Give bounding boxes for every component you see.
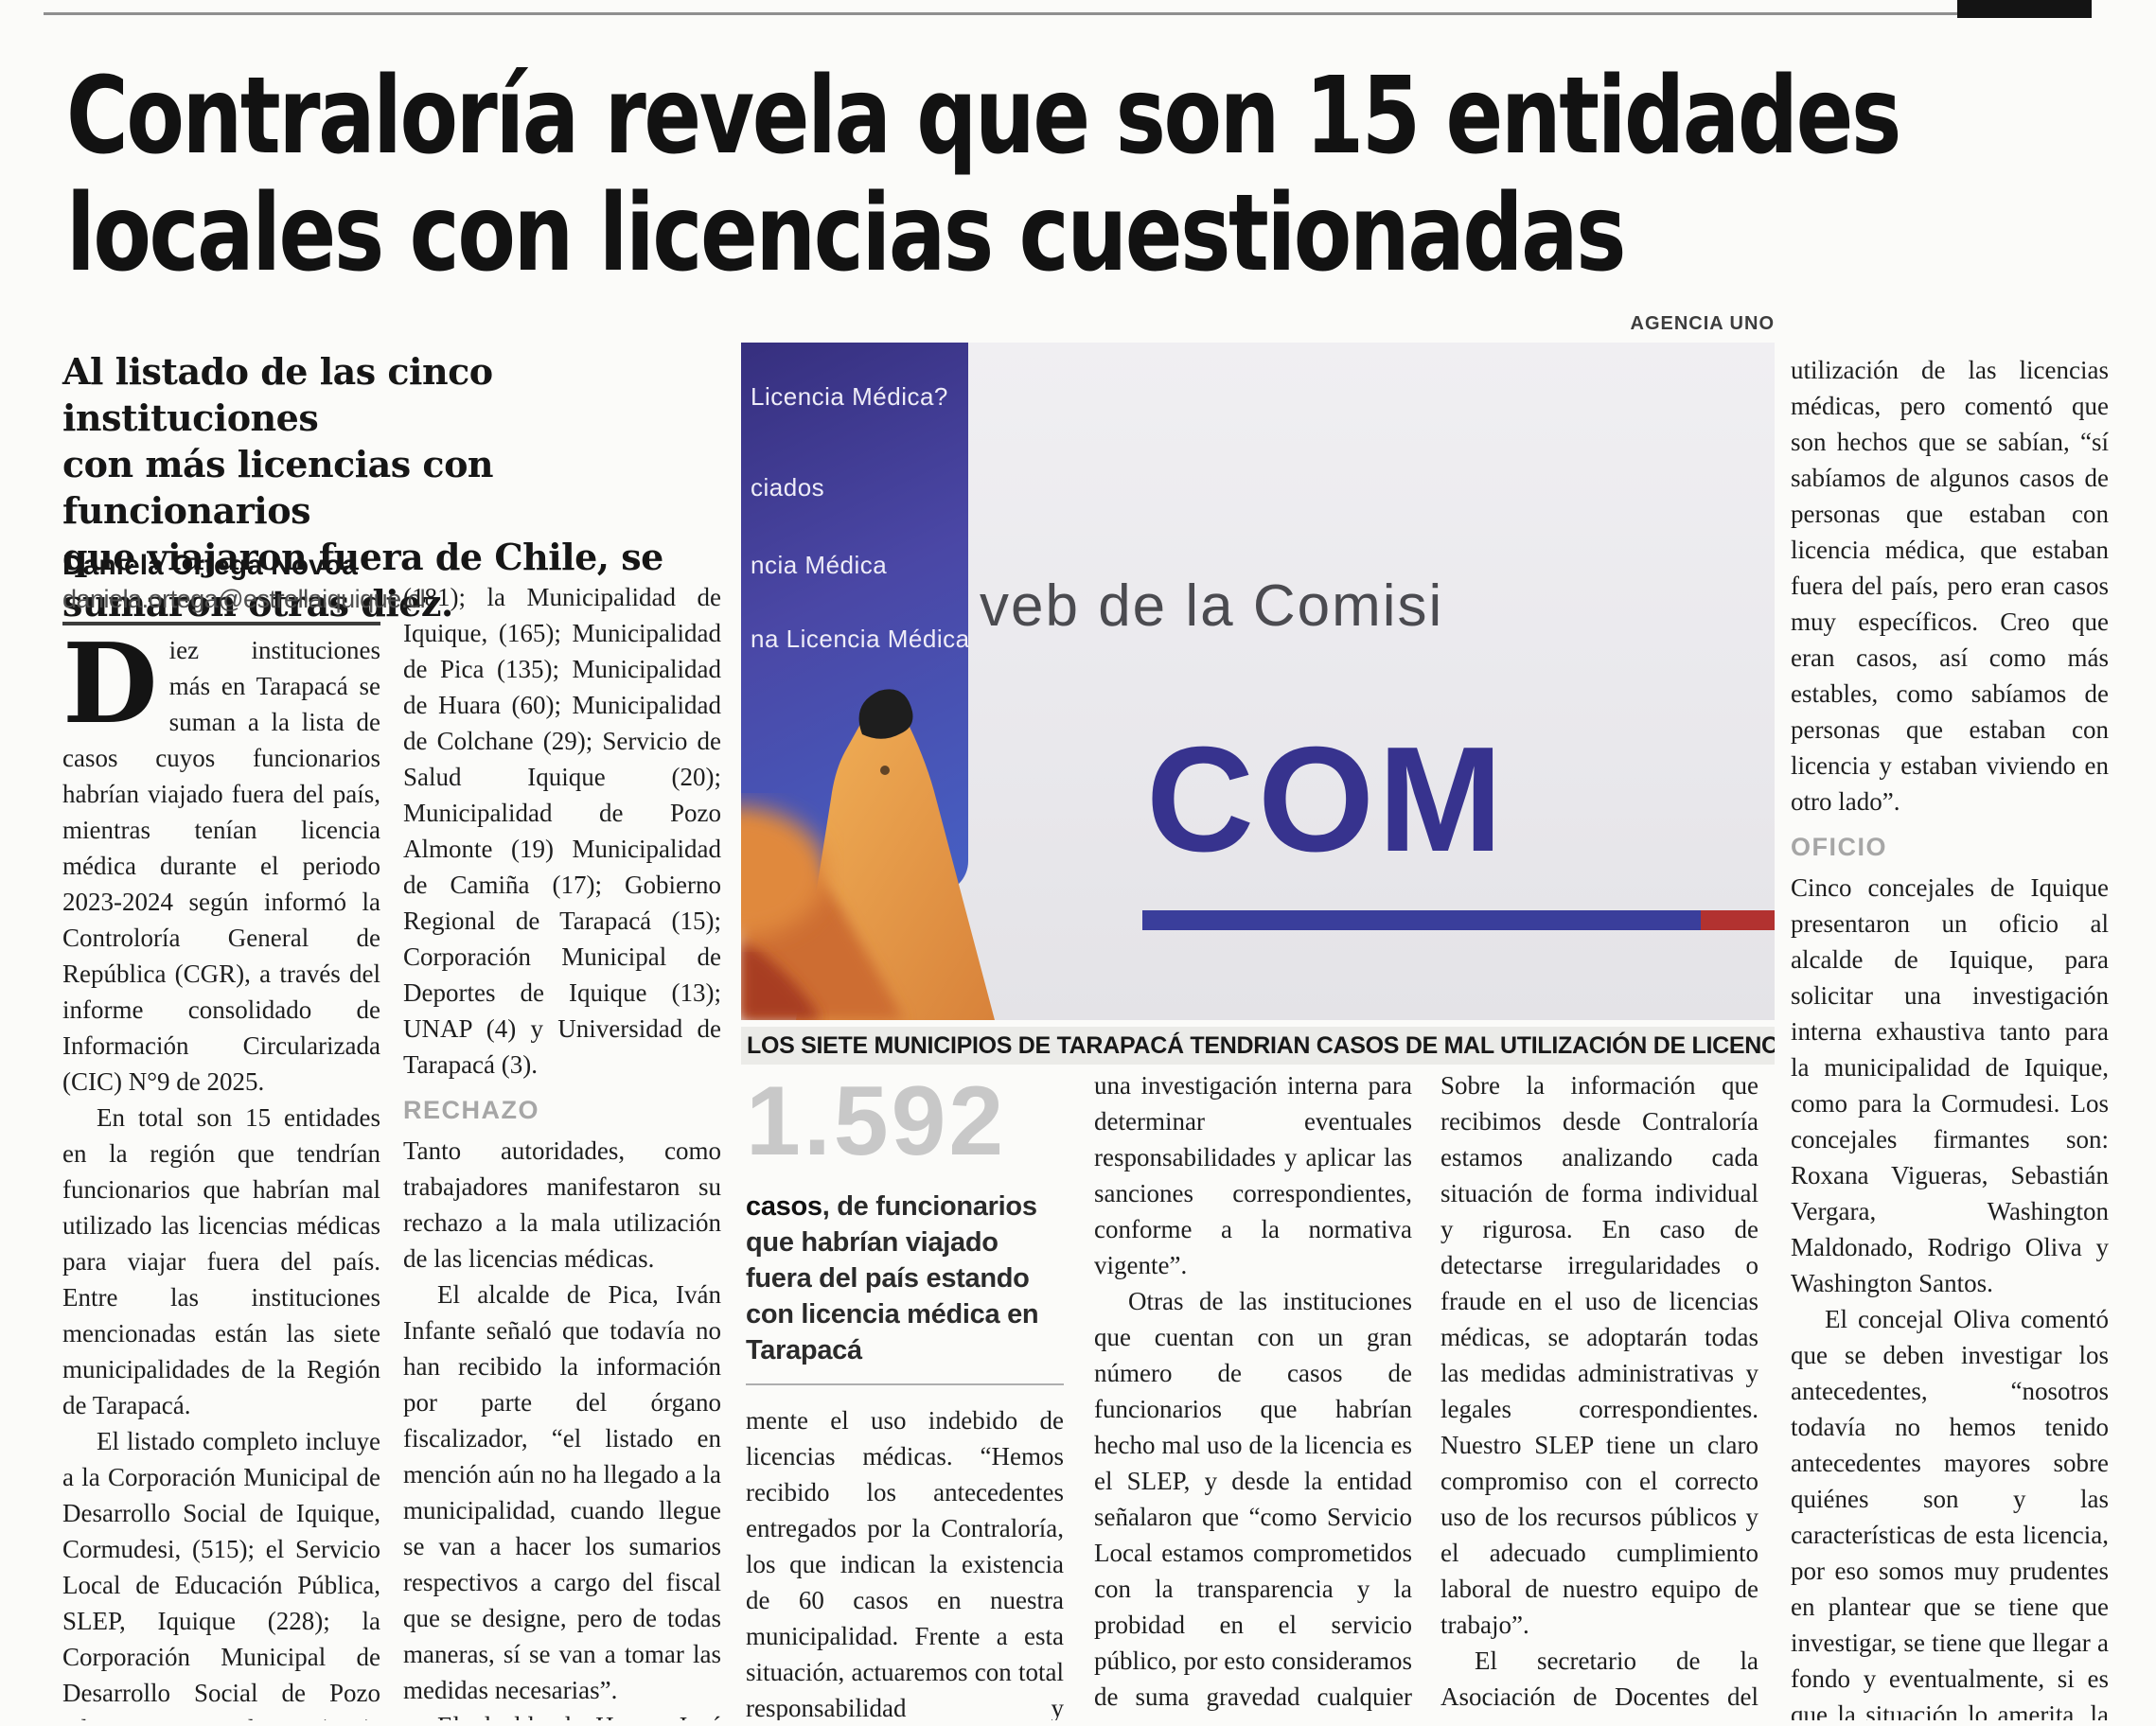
body-paragraph: En total son 15 entidades en la región q… xyxy=(62,1103,380,1419)
photo-credit: AGENCIA UNO xyxy=(1630,313,1775,334)
byline-email: daniela.ortega@estrellaiquique.cl xyxy=(62,585,426,613)
figure-lead-rest: , de funcionarios que habrían viajado fu… xyxy=(746,1191,1039,1366)
body-paragraph: El alcalde de Pica, Iván Infante señaló … xyxy=(403,1280,721,1704)
byline-author: Daniela Ortega Novoa xyxy=(62,550,358,581)
top-corner-tab xyxy=(1957,0,2092,18)
screen-heading-text: veb de la Comisi xyxy=(980,573,1444,639)
body-paragraph: El secretario de la Asociación de Docent… xyxy=(1440,1647,1758,1720)
news-column-3: 1.592 casos, de funcionarios que habrían… xyxy=(746,1067,1064,1720)
screen-menu-item: ncia Médica xyxy=(751,551,888,579)
byline-rule xyxy=(62,622,380,625)
top-rule xyxy=(44,12,2088,15)
logo-underline-bar xyxy=(1142,910,1775,930)
news-photo: Licencia Médica? ciados ncia Médica na L… xyxy=(741,343,1775,1020)
figure-block: 1.592 casos, de funcionarios que habrían… xyxy=(746,1067,1064,1386)
drop-cap: D xyxy=(62,632,158,749)
section-header: OFICIO xyxy=(1791,833,1887,861)
compin-logo-text: COM xyxy=(1146,716,1507,883)
body-paragraph: El alcalde de Huara, José Bartolo rechaz… xyxy=(403,1708,721,1720)
screen-menu-item: Licencia Médica? xyxy=(751,382,948,411)
body-paragraph: Tanto autoridades, como trabajadores man… xyxy=(403,1136,721,1273)
standfirst: Al listado de las cinco instituciones co… xyxy=(62,350,663,625)
body-paragraph: El concejal Oliva comentó que se deben i… xyxy=(1791,1305,2109,1720)
screen-menu-item: ciados xyxy=(751,473,825,502)
body-paragraph: utilización de las licencias médicas, pe… xyxy=(1791,356,2109,816)
body-paragraph: mente el uso indebido de licencias médic… xyxy=(746,1406,1064,1720)
news-column-6: utilización de las licencias médicas, pe… xyxy=(1791,352,2109,1720)
body-paragraph: Cinco concejales de Iquique presentaron … xyxy=(1791,873,2109,1297)
figure-lead-bold: casos xyxy=(746,1191,822,1223)
body-paragraph: (181); la Municipalidad de Iquique, (165… xyxy=(403,583,721,1079)
figure-number: 1.592 xyxy=(746,1067,1007,1176)
body-paragraph: una investigación interna para determina… xyxy=(1094,1071,1412,1279)
headline-line-1: Contraloría revela que son 15 entidades xyxy=(66,55,1901,178)
figure-lead-text: casos, de funcionarios que habrían viaja… xyxy=(746,1189,1064,1368)
photo-caption: LOS SIETE MUNICIPIOS DE TARAPACÁ TENDRIA… xyxy=(741,1027,1775,1065)
body-paragraph: Sobre la información que recibimos desde… xyxy=(1440,1071,1758,1639)
section-header: RECHAZO xyxy=(403,1096,539,1124)
body-paragraph: Otras de las instituciones que cuentan c… xyxy=(1094,1287,1412,1720)
pencil-illustration xyxy=(741,689,995,1020)
body-paragraph: El listado completo incluye a la Corpora… xyxy=(62,1427,380,1720)
figure-rule xyxy=(746,1383,1064,1386)
news-column-2: (181); la Municipalidad de Iquique, (165… xyxy=(403,579,721,1720)
news-column-4: una investigación interna para determina… xyxy=(1094,1067,1412,1720)
headline: Contraloría revela que son 15 entidades … xyxy=(66,55,2120,296)
screen-menu-item: na Licencia Médica xyxy=(751,625,970,653)
headline-line-2: locales con licencias cuestionadas xyxy=(66,172,1626,295)
news-column-5: Sobre la información que recibimos desde… xyxy=(1440,1067,1758,1720)
